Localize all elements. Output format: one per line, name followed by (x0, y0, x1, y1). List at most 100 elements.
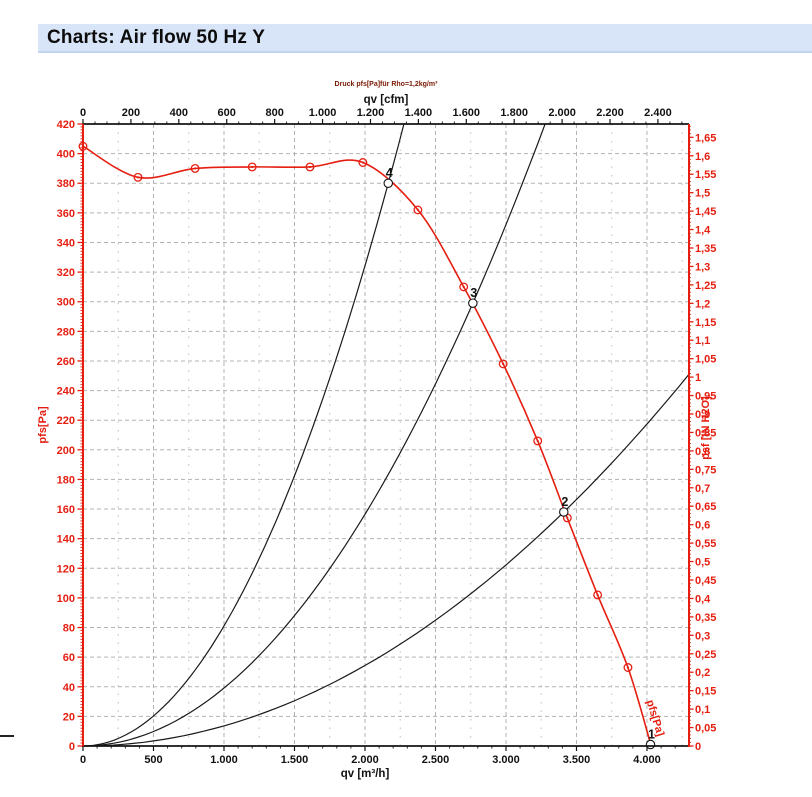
data-point-marker (413, 205, 423, 215)
curves: pfs[Pa] (82, 123, 690, 747)
x-bottom-tick-label: 1.000 (210, 754, 238, 766)
x-top-tick-label: 200 (122, 107, 140, 119)
x-axis-bottom-title: qv [m³/h] (341, 768, 390, 780)
system-curve-1 (82, 373, 690, 747)
y-right-tick-label: 1,1 (695, 335, 710, 347)
data-point-dot (462, 285, 465, 289)
chart-caption: Druck pfs[Pa]für Rho=1,2kg/m³ (335, 81, 439, 88)
y-axis-right: 0 0,05 0,1 0,15 0,2 0,25 0,3 0,35 0,4 0,45 0,5 0,55… (689, 125, 716, 753)
operating-point-label-3: 3 (470, 286, 477, 300)
y-right-tick-label: 0,45 (695, 575, 716, 587)
x-bottom-tick-label: 3.500 (563, 754, 591, 766)
y-left-tick-label: 200 (57, 445, 75, 457)
y-right-tick-label: 0,2 (695, 667, 710, 679)
operating-point-3 (468, 298, 478, 308)
y-left-tick-label: 80 (63, 623, 75, 635)
y-right-tick-label: 0,6 (695, 520, 710, 532)
y-right-tick-label: 0,3 (695, 630, 710, 642)
data-point-dot (416, 208, 419, 211)
page-title: Charts: Air flow 50 Hz Y (47, 26, 266, 48)
operating-point-label-2: 2 (561, 495, 568, 509)
x-bottom-tick-label: 500 (144, 754, 162, 766)
y-left-tick-label: 380 (57, 178, 75, 190)
y-right-tick-label: 1,15 (695, 317, 716, 329)
x-bottom-tick-label: 3.000 (492, 754, 520, 766)
y-left-tick-label: 360 (57, 208, 75, 220)
y-right-tick-label: 0 (695, 741, 701, 753)
y-right-tick-label: 1,4 (695, 225, 711, 237)
data-point-dot (136, 176, 140, 179)
y-right-tick-label: 0,75 (695, 464, 716, 476)
y-left-tick-label: 20 (63, 711, 75, 723)
y-left-tick-label: 220 (57, 415, 75, 427)
x-bottom-tick-label: 0 (80, 754, 86, 766)
x-top-tick-label: 2.400 (644, 107, 672, 119)
y-right-tick-label: 1,3 (695, 261, 710, 273)
data-point-dot (596, 593, 599, 597)
x-top-tick-label: 2.000 (548, 107, 576, 119)
y-right-tick-label: 1,2 (695, 298, 710, 310)
y-right-tick-label: 1,25 (695, 280, 716, 292)
y-right-tick-label: 1,35 (695, 243, 716, 255)
y-left-tick-label: 280 (57, 326, 75, 338)
y-left-tick-label: 0 (69, 741, 75, 753)
x-top-tick-label: 1.800 (500, 107, 528, 119)
y-right-tick-label: 0,7 (695, 483, 710, 495)
x-top-tick-label: 1.200 (357, 107, 385, 119)
y-right-tick-label: 0,15 (695, 686, 716, 698)
data-point-dot (361, 161, 364, 164)
y-right-tick-label: 0,5 (695, 557, 710, 569)
system-curve-3 (82, 123, 405, 747)
y-left-tick-label: 60 (63, 652, 75, 664)
page-edge-mark (0, 735, 14, 737)
y-right-tick-label: 1 (695, 372, 701, 384)
y-left-tick-label: 140 (57, 534, 75, 546)
data-point-marker (623, 663, 633, 672)
y-right-tick-label: 0,9 (695, 409, 710, 421)
x-top-tick-label: 1.400 (405, 107, 433, 119)
y-left-tick-label: 180 (57, 474, 75, 486)
x-axis-top: 0 200 400 600 800 1.000 1.200 1.400 1.600 1.800 2.… (80, 81, 683, 124)
x-top-tick-label: 2.200 (596, 107, 624, 119)
y-right-tick-label: 0,55 (695, 538, 716, 550)
data-point-marker (247, 162, 257, 172)
y-right-tick-label: 1,45 (695, 206, 716, 218)
x-bottom-tick-label: 4.000 (633, 754, 661, 766)
data-point-marker (593, 590, 603, 600)
measured-point-markers (78, 141, 633, 672)
y-axis-left: 0 20 40 60 80 100 120 140 160 180 200 220 240 260 280 3… (37, 119, 83, 753)
y-left-tick-label: 300 (57, 297, 75, 309)
data-point-dot (251, 165, 254, 169)
data-point-dot (193, 167, 197, 170)
x-axis-bottom: 0 500 1.000 1.500 2.000 2.500 3.000 3.500 4.000 q… (80, 746, 676, 780)
operating-point-label-4: 4 (386, 166, 393, 180)
x-top-tick-label: 400 (170, 107, 188, 119)
y-right-tick-label: 0,25 (695, 649, 716, 661)
y-left-tick-label: 400 (57, 149, 75, 161)
operating-point-label-1: 1 (648, 728, 655, 742)
y-axis-right-title: psf [IN H2O] (700, 396, 712, 460)
y-left-tick-label: 160 (57, 504, 75, 516)
y-right-tick-label: 1,55 (695, 169, 716, 181)
y-right-tick-label: 0,4 (695, 593, 711, 605)
data-point-marker (133, 172, 143, 182)
y-right-tick-label: 1,5 (695, 188, 710, 200)
y-right-tick-label: 1,6 (695, 151, 710, 163)
x-bottom-tick-label: 1.500 (281, 754, 309, 766)
y-left-tick-label: 100 (57, 593, 75, 605)
data-point-marker (190, 163, 200, 173)
x-top-tick-label: 800 (265, 107, 283, 119)
data-point-marker (533, 436, 543, 446)
operating-point-4 (383, 178, 394, 188)
data-point-dot (566, 516, 569, 520)
data-point-dot (626, 666, 630, 669)
grid (83, 124, 689, 746)
y-right-tick-label: 0,8 (695, 446, 710, 458)
x-bottom-tick-label: 2.000 (351, 754, 379, 766)
x-top-tick-label: 0 (80, 107, 86, 119)
y-right-tick-label: 0,05 (695, 723, 716, 735)
data-point-dot (308, 165, 312, 169)
page-title-bar: Charts: Air flow 50 Hz Y (38, 24, 812, 53)
x-top-tick-label: 1.600 (453, 107, 481, 119)
